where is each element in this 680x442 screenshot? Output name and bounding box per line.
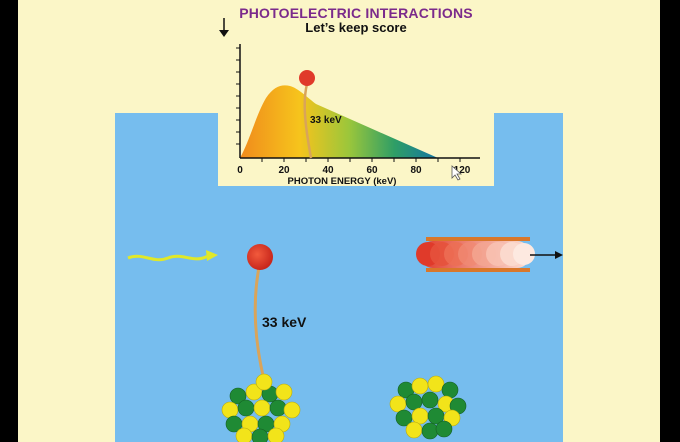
spectrum-chart: 0 20 40 60 80 120 PHOTON ENERGY (keV) 33… — [219, 18, 480, 187]
atom-nucleus-left — [221, 373, 301, 442]
x-tick-label-60: 60 — [366, 165, 378, 176]
x-axis-minor-ticks — [261, 158, 461, 162]
incoming-photon — [127, 250, 218, 262]
interaction-scene: 33 keV — [127, 237, 563, 442]
departing-electron — [416, 237, 535, 272]
x-tick-label-80: 80 — [410, 165, 422, 176]
chart-electron — [299, 70, 315, 86]
x-tick-label-20: 20 — [278, 165, 290, 176]
x-tick-label-120: 120 — [454, 165, 471, 176]
spectrum-area — [240, 85, 438, 158]
chart-electron-tail — [303, 83, 313, 159]
x-tick-label-0: 0 — [237, 165, 243, 176]
photoelectron — [247, 244, 273, 270]
right-arrow-icon — [530, 251, 563, 259]
atom-nucleus-right — [389, 375, 467, 440]
y-axis-ticks — [236, 47, 240, 145]
slide-subtitle: Let’s keep score — [305, 20, 407, 35]
electron-energy-label: 33 keV — [262, 314, 307, 330]
slide: PHOTOELECTRIC INTERACTIONS Let’s keep sc… — [18, 0, 660, 442]
cursor-icon — [451, 165, 463, 181]
slide-title: PHOTOELECTRIC INTERACTIONS — [239, 5, 473, 21]
down-arrow-icon — [219, 18, 229, 37]
photoelectron-track — [253, 261, 267, 385]
chart-marker-label: 33 keV — [310, 115, 342, 126]
x-axis-label: PHOTON ENERGY (keV) — [288, 176, 397, 187]
x-tick-label-40: 40 — [322, 165, 334, 176]
